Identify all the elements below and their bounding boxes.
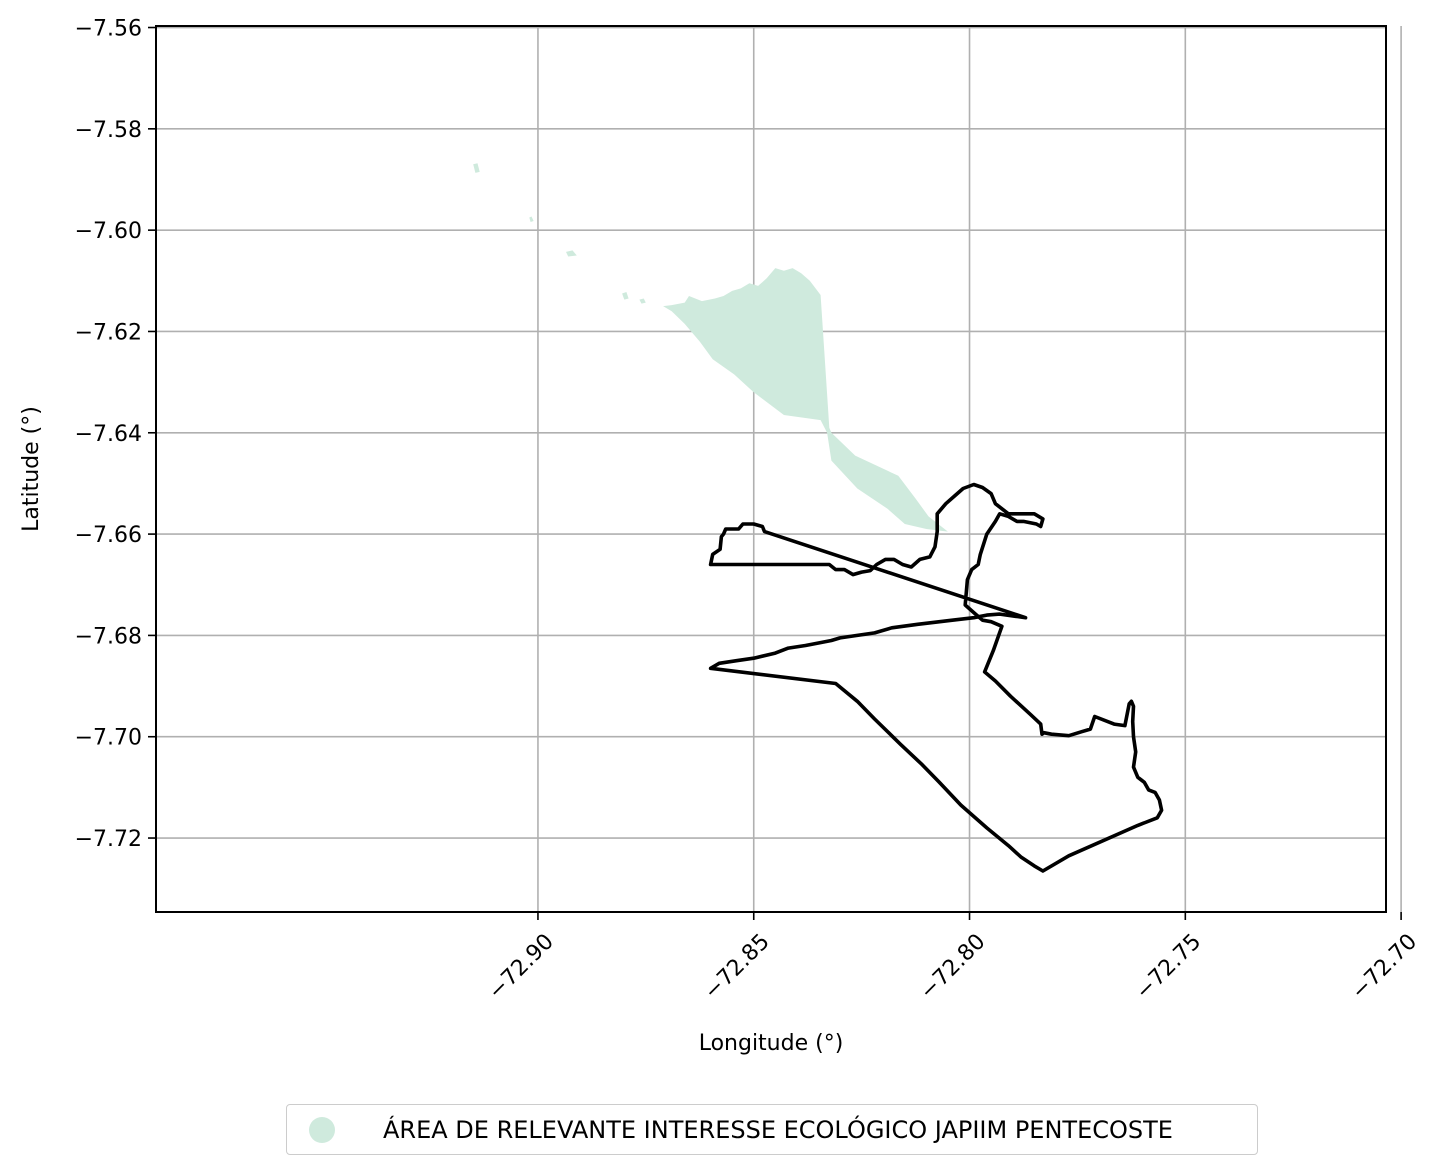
y-tick-label: −7.66 [75,523,142,548]
protected-area-fragment [566,250,577,256]
x-tick-label: −72.90 [484,929,559,1004]
municipality-boundary-line [711,485,1162,872]
protected-area-fragment [529,217,533,223]
x-tick-label: −72.70 [1347,929,1422,1004]
x-tick-label: −72.85 [699,929,774,1004]
y-tick-label: −7.56 [75,17,142,42]
y-tick-label: −7.64 [75,422,142,447]
x-axis-label: Longitude (°) [699,1031,844,1056]
legend-marker-icon [309,1117,335,1143]
axes-frame [156,26,1386,912]
grid-lines [156,26,1401,912]
protected-area-fragment [622,292,629,300]
y-tick-label: −7.72 [75,827,142,852]
protected-area-fragment [639,299,645,304]
legend: ÁREA DE RELEVANTE INTERESSE ECOLÓGICO JA… [286,1104,1258,1155]
y-tick-label: −7.70 [75,726,142,751]
legend-label: ÁREA DE RELEVANTE INTERESSE ECOLÓGICO JA… [383,1116,1173,1144]
y-tick-label: −7.58 [75,118,142,143]
x-tick-label: −72.80 [915,929,990,1004]
protected-area-layer [473,163,948,531]
protected-area-fragment [473,163,480,173]
protected-area-polygon [663,268,948,531]
x-axis-ticks: −72.90 −72.85 −72.80 −72.75 −72.70 [484,912,1422,1005]
x-tick-label: −72.75 [1131,929,1206,1004]
y-axis-label: Latitude (°) [19,406,44,532]
y-tick-label: −7.62 [75,320,142,345]
y-tick-label: −7.60 [75,219,142,244]
y-tick-label: −7.68 [75,624,142,649]
y-axis-ticks: −7.56 −7.58 −7.60 −7.62 −7.64 −7.66 −7.68 −7.70… [75,17,156,853]
municipality-boundary-layer [711,485,1162,872]
